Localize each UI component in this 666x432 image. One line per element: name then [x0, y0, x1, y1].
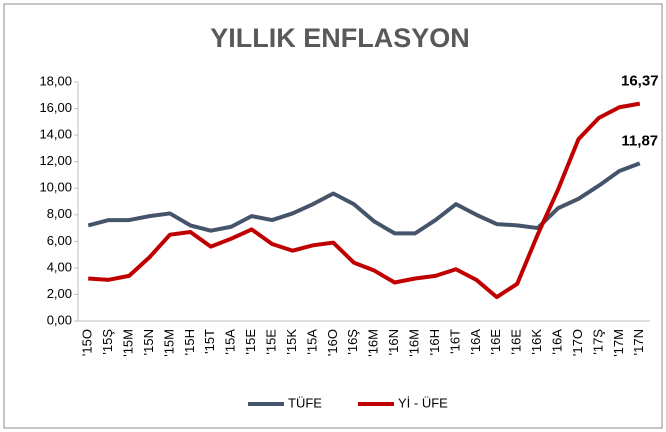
x-tick-label: '16A	[550, 329, 565, 355]
x-tick-label: '16H	[427, 329, 442, 355]
x-tick-label: '15A	[223, 329, 238, 355]
x-tick-label: '16A	[468, 329, 483, 355]
x-tick-label: '15A	[304, 329, 319, 355]
chart-title: YILLIK ENFLASYON	[210, 23, 470, 53]
x-tick-label: '17Ş	[590, 329, 605, 355]
y-tick-label: 12,00	[39, 153, 72, 168]
x-tick-label: '16Ş	[345, 329, 360, 355]
x-tick-label: '15Ş	[100, 329, 115, 355]
x-tick-label: '17M	[611, 329, 626, 357]
y-tick-label: 4,00	[47, 259, 72, 274]
x-tick-label: '15M	[161, 329, 176, 357]
x-tick-label: '15M	[121, 329, 136, 357]
x-tick-label: '16T	[447, 329, 462, 354]
line-series	[88, 101, 641, 300]
x-tick-label: '16M	[407, 329, 422, 357]
line-series	[87, 161, 641, 236]
x-tick-label: '15E	[264, 329, 279, 355]
x-tick-label: '15O	[80, 329, 95, 356]
legend-label: Yİ - ÜFE	[398, 395, 448, 410]
y-tick-label: 14,00	[39, 127, 72, 142]
y-tick-label: 16,00	[39, 100, 72, 115]
x-tick-label: '15T	[202, 329, 217, 354]
x-tick-label: '16N	[386, 329, 401, 355]
y-tick-label: 2,00	[47, 286, 72, 301]
chart-frame	[3, 3, 663, 429]
x-tick-label: '16O	[325, 329, 340, 356]
x-tick-label: '15K	[284, 329, 299, 355]
x-tick-label: '16E	[488, 329, 503, 355]
x-tick-label: '16E	[509, 329, 524, 355]
y-tick-label: 18,00	[39, 73, 72, 88]
x-tick-label: '15N	[141, 329, 156, 355]
x-tick-label: '16K	[529, 329, 544, 355]
y-tick-label: 0,00	[47, 312, 72, 327]
x-tick-label: '17O	[570, 329, 585, 356]
x-tick-label: '15E	[243, 329, 258, 355]
data-label: 11,87	[621, 132, 658, 149]
data-label: 16,37	[621, 73, 659, 90]
x-tick-label: '15H	[182, 329, 197, 355]
y-tick-label: 8,00	[47, 206, 72, 221]
x-tick-label: '17N	[631, 329, 646, 355]
legend-label: TÜFE	[288, 395, 322, 410]
x-tick-label: '16M	[366, 329, 381, 357]
y-tick-label: 10,00	[39, 180, 72, 195]
y-tick-label: 6,00	[47, 233, 72, 248]
